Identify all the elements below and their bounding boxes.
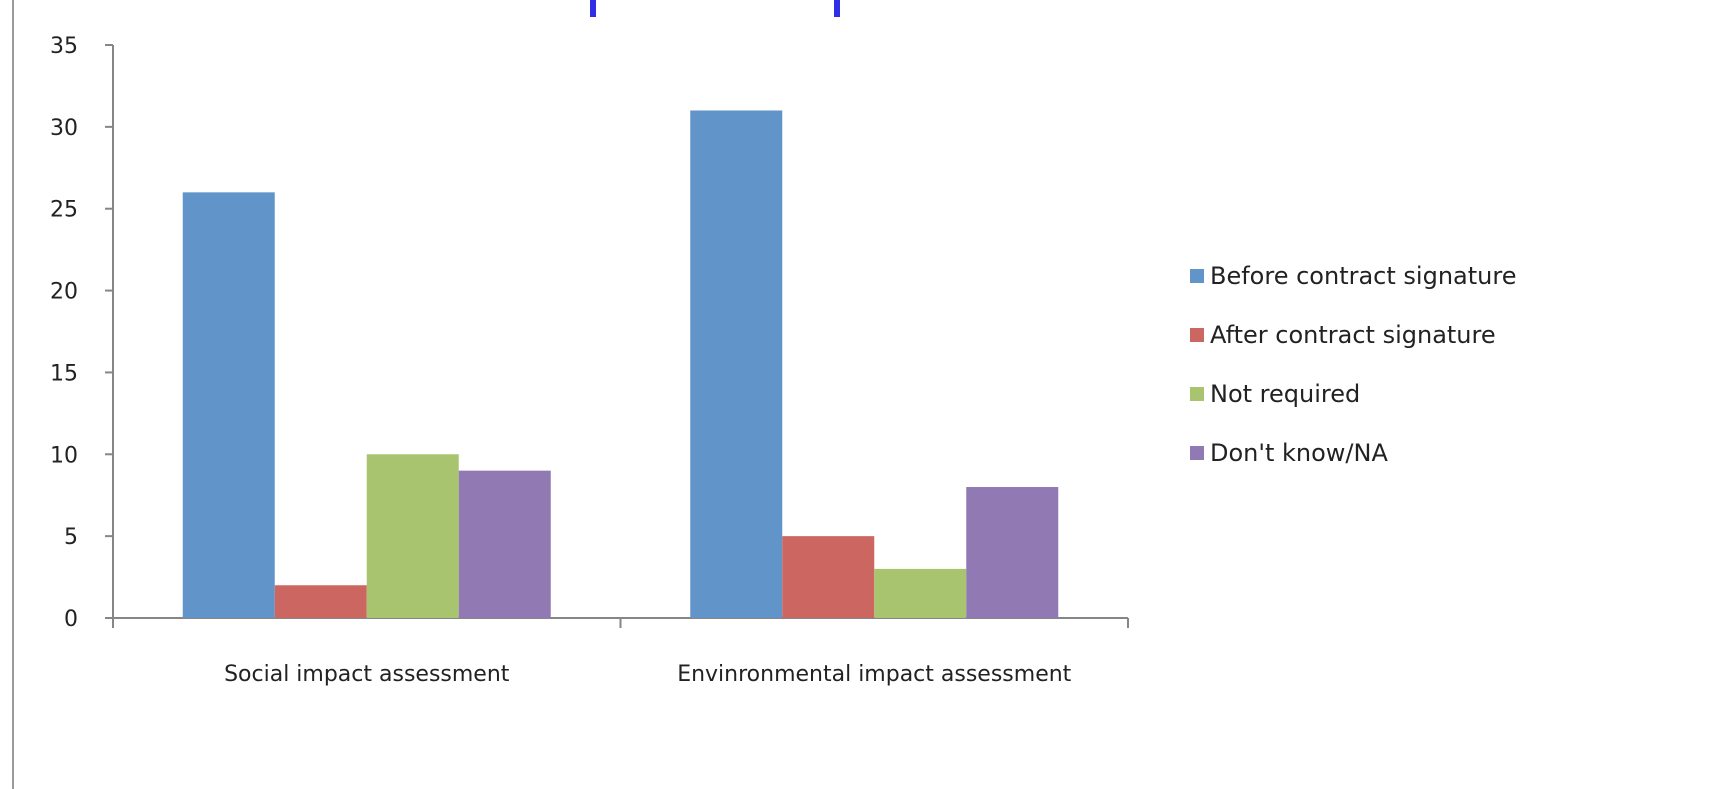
y-tick-label: 30 xyxy=(50,116,78,141)
bar-3-category-1 xyxy=(366,454,459,618)
legend-label: Before contract signature xyxy=(1210,262,1516,290)
bars xyxy=(182,110,1059,619)
title-fragment-left xyxy=(590,0,596,17)
y-tick-label: 25 xyxy=(50,198,78,223)
category-labels: Social impact assessment Envinronmental i… xyxy=(224,662,1072,687)
title-fragments xyxy=(590,0,840,17)
bar-4-category-1 xyxy=(458,470,551,618)
y-tick-label: 15 xyxy=(50,361,78,386)
bar-4-category-2 xyxy=(966,487,1059,618)
y-tick-label: 35 xyxy=(50,34,78,59)
legend-swatch xyxy=(1190,269,1204,283)
bar-3-category-2 xyxy=(874,568,967,618)
bar-1-category-1 xyxy=(182,192,275,619)
x-category-label: Envinronmental impact assessment xyxy=(677,662,1071,687)
y-axis: 0 5 10 15 20 25 30 35 xyxy=(50,34,114,632)
bar-2-category-1 xyxy=(274,585,367,618)
x-axis xyxy=(112,617,1129,628)
title-fragment-right xyxy=(834,0,840,17)
legend-swatch xyxy=(1190,446,1204,460)
bar-2-category-2 xyxy=(782,536,875,618)
legend-label: After contract signature xyxy=(1210,321,1496,349)
legend-swatch xyxy=(1190,328,1204,342)
y-tick-label: 5 xyxy=(64,525,78,550)
x-category-label: Social impact assessment xyxy=(224,662,510,687)
y-tick-label: 0 xyxy=(64,607,78,632)
legend-label: Not required xyxy=(1210,380,1360,408)
y-tick-label: 10 xyxy=(50,443,78,468)
bar-1-category-2 xyxy=(690,110,783,618)
legend-label: Don't know/NA xyxy=(1210,439,1388,467)
legend: Before contract signature After contract … xyxy=(1190,262,1516,467)
y-tick-label: 20 xyxy=(50,280,78,305)
legend-swatch xyxy=(1190,387,1204,401)
